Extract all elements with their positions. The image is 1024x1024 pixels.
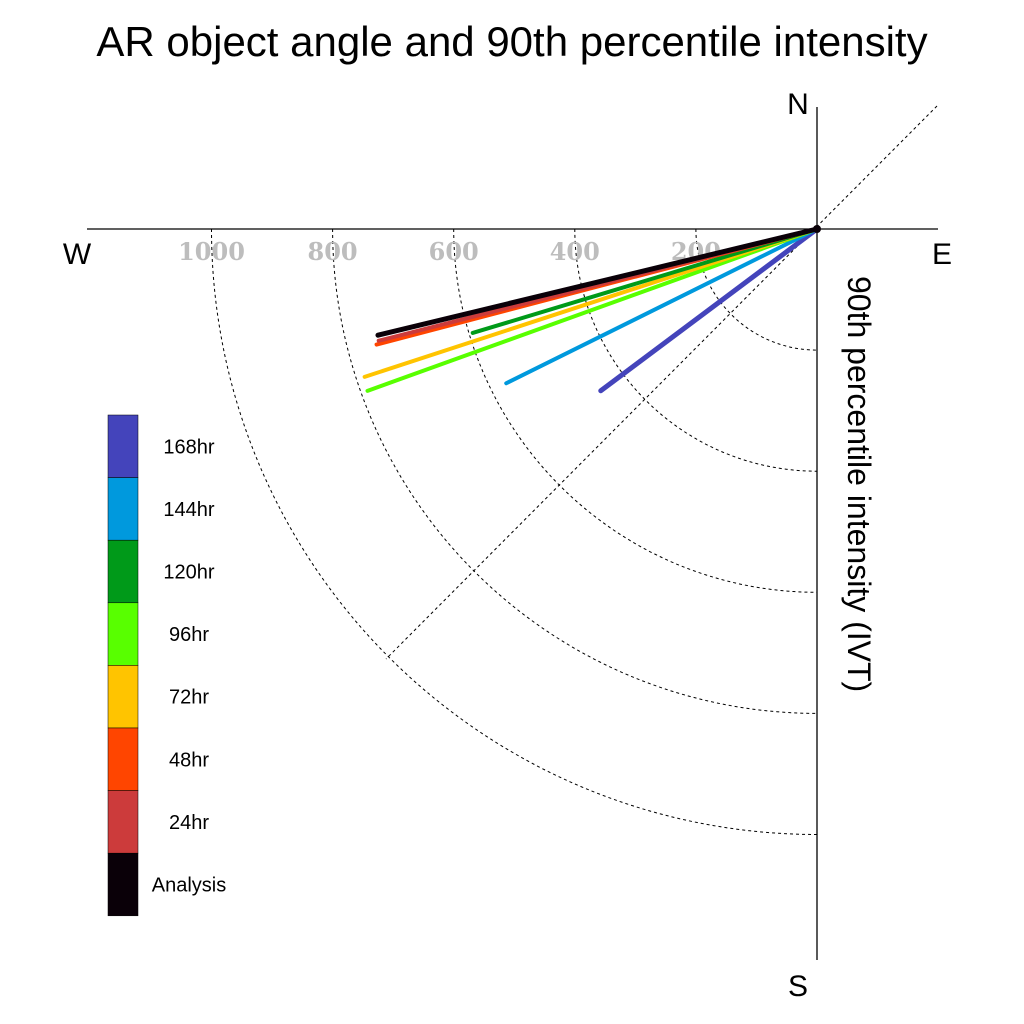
polar-grid [211,105,938,835]
range-ring [332,228,818,714]
legend-label: Analysis [152,875,226,897]
legend-label: 24hr [169,812,209,834]
legend-label: 96hr [169,624,209,646]
radial-tick-label: 400 [550,237,600,266]
north-label: N [787,88,809,121]
series-line-120hr [470,227,819,335]
legend: 168hr 144hr 120hr 96hr 72hr 48hr 24hr Analysis [107,414,226,917]
radial-tick-label: 800 [308,237,358,266]
diagonal-gridline [385,105,938,660]
legend-swatch [107,602,139,666]
range-ring [211,228,818,835]
legend-label: 144hr [163,499,214,521]
radial-tick-label: 1000 [178,237,245,266]
chart-title: AR object angle and 90th percentile inte… [96,18,927,65]
series-line-144hr [504,227,819,386]
range-ring [574,228,818,472]
series-line-analysis [375,226,820,338]
legend-label: 72hr [169,687,209,709]
series-lines [362,225,821,394]
series-line-96hr [365,227,819,393]
series-line-168hr [598,226,820,394]
radial-tick-label: 600 [429,237,479,266]
west-label: W [63,238,92,271]
legend-swatch [107,414,139,478]
origin-point [813,225,821,233]
legend-label: 48hr [169,749,209,771]
legend-swatch [107,727,139,791]
radial-axis-label: 90th percentile intensity (IVT) [841,276,877,692]
south-label: S [788,970,808,1003]
east-label: E [932,238,952,271]
legend-swatch [107,539,139,604]
legend-swatch [107,852,139,917]
legend-swatch [107,477,139,541]
legend-swatch [107,665,139,729]
legend-swatch [107,790,139,854]
legend-label: 120hr [163,562,214,584]
range-ring [695,228,818,351]
legend-label: 168hr [163,436,214,458]
